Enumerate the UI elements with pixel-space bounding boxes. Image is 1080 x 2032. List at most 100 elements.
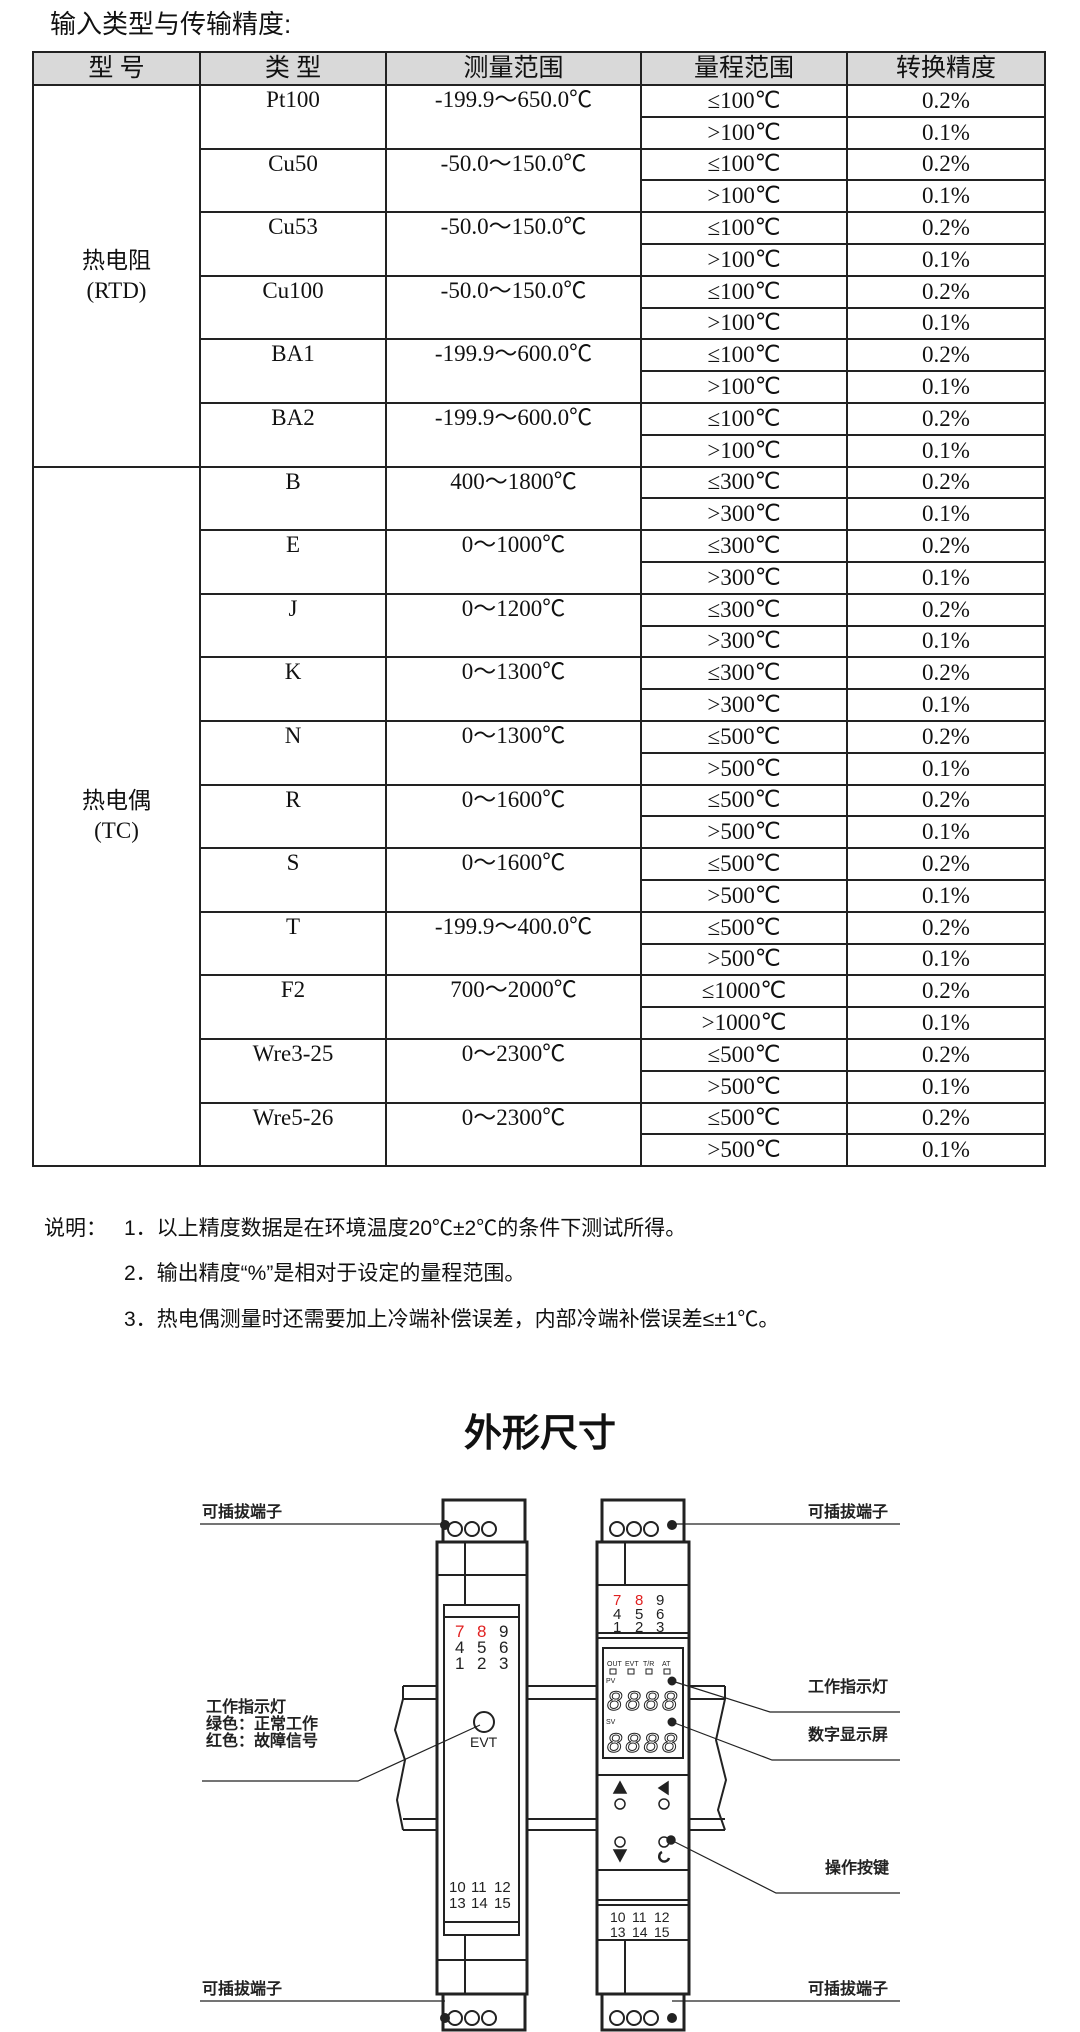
type-cell: T	[199, 910, 387, 977]
measure-range-cell: -199.9～600.0℃	[385, 338, 642, 404]
table-row: >500℃ 0.1%	[33, 1069, 1046, 1104]
table-row: J 0～1200℃ ≤300℃ 0.2%	[33, 592, 1046, 659]
type-cell: Pt100	[199, 84, 387, 150]
up-arrow-icon	[612, 1780, 628, 1794]
span-range-cell: >500℃	[640, 751, 848, 786]
measure-range-cell: -199.9～400.0℃	[385, 910, 642, 977]
accuracy-cell: 0.2%	[846, 147, 1046, 182]
shift-key[interactable]	[658, 1798, 670, 1810]
span-range-cell: >1000℃	[640, 1006, 848, 1040]
accuracy-cell: 0.2%	[846, 847, 1046, 881]
table-row: K 0～1300℃ ≤300℃ 0.2%	[33, 656, 1046, 722]
terminal-6-right: 6	[656, 1606, 664, 1623]
measure-range-cell: -50.0～150.0℃	[385, 211, 642, 277]
table-row: >500℃ 0.1%	[33, 878, 1046, 913]
measure-range-cell: 700～2000℃	[385, 974, 642, 1040]
type-cell: Wre3-25	[199, 1037, 387, 1104]
span-range-cell: ≤100℃	[640, 211, 848, 245]
accuracy-cell: 0.1%	[846, 1133, 1046, 1168]
label-green: 绿色：正常工作	[206, 1714, 318, 1733]
type-cell: K	[199, 656, 387, 722]
type-cell: BA1	[199, 338, 387, 404]
label-keys: 操作按键	[825, 1858, 889, 1877]
span-range-cell: ≤100℃	[640, 401, 848, 436]
span-range-cell: ≤300℃	[640, 656, 848, 691]
table-row: >300℃ 0.1%	[33, 560, 1046, 595]
span-range-cell: >100℃	[640, 179, 848, 214]
span-range-cell: ≤500℃	[640, 719, 848, 754]
terminal-12-right: 12	[654, 1909, 670, 1925]
leader-lines	[200, 1523, 900, 2002]
table-row: BA2 -199.9～600.0℃ ≤100℃ 0.2%	[33, 401, 1046, 468]
accuracy-cell: 0.1%	[846, 878, 1046, 913]
accuracy-cell: 0.1%	[846, 179, 1046, 214]
label-indicator-left: 工作指示灯	[206, 1697, 286, 1716]
type-cell: B	[199, 465, 387, 532]
key-buttons[interactable]	[612, 1780, 676, 1863]
input-spec-table: 型 号 类 型 测量范围 量程范围 转换精度 热电阻 (RTD) Pt100 -199…	[32, 51, 1046, 1168]
span-range-cell: ≤500℃	[640, 1037, 848, 1072]
accuracy-cell: 0.2%	[846, 211, 1046, 245]
accuracy-cell: 0.1%	[846, 624, 1046, 659]
category-sublabel: (RTD)	[86, 277, 147, 303]
accuracy-cell: 0.1%	[846, 942, 1046, 977]
accuracy-cell: 0.2%	[846, 1037, 1046, 1072]
table-row: >100℃ 0.1%	[33, 242, 1046, 277]
span-range-cell: >100℃	[640, 115, 848, 150]
type-cell: Cu53	[199, 211, 387, 277]
terminal-1: 1	[455, 1654, 464, 1673]
led-label-tr: T/R	[643, 1661, 654, 1668]
accuracy-cell: 0.2%	[846, 401, 1046, 436]
accuracy-cell: 0.2%	[846, 592, 1046, 627]
category-sublabel: (TC)	[94, 818, 139, 844]
accuracy-cell: 0.2%	[846, 974, 1046, 1009]
terminal-4: 4	[455, 1638, 464, 1657]
terminal-screws-top-right	[609, 1520, 677, 1537]
up-key[interactable]	[614, 1798, 626, 1810]
section-title: 输入类型与传输精度:	[50, 9, 292, 39]
span-range-cell: >100℃	[640, 370, 848, 404]
terminal-3-right: 3	[656, 1619, 664, 1636]
type-cell: F2	[199, 974, 387, 1040]
accuracy-cell: 0.1%	[846, 115, 1046, 150]
note-1: 1．以上精度数据是在环境温度20℃±2℃的条件下测试所得。	[124, 1217, 687, 1240]
table-row: >300℃ 0.1%	[33, 688, 1046, 722]
terminal-10: 10	[449, 1879, 466, 1896]
table-row: 热电偶 (TC) B 400～1800℃ ≤300℃ 0.2%	[32, 465, 1046, 1168]
accuracy-cell: 0.2%	[846, 783, 1046, 818]
span-range-cell: ≤100℃	[640, 147, 848, 182]
terminal-9-right: 9	[656, 1592, 664, 1609]
accuracy-cell: 0.1%	[846, 497, 1046, 532]
terminal-7: 7	[455, 1622, 464, 1641]
terminal-screws-bottom-right	[609, 2010, 677, 2026]
table-row: >500℃ 0.1%	[33, 942, 1046, 977]
table-row: F2 700～2000℃ ≤1000℃ 0.2%	[33, 974, 1046, 1040]
type-cell: S	[199, 847, 387, 913]
measure-range-cell: 0～2300℃	[385, 1101, 642, 1168]
measure-range-cell: -50.0～150.0℃	[385, 274, 642, 341]
dimensions-title: 外形尺寸	[463, 1413, 616, 1455]
label-display: 数字显示屏	[808, 1725, 888, 1744]
terminal-2: 2	[477, 1654, 486, 1673]
type-cell: BA2	[199, 401, 387, 468]
terminal-14: 14	[471, 1895, 488, 1912]
span-range-cell: >300℃	[640, 688, 848, 722]
table-row: >500℃ 0.1%	[33, 751, 1046, 786]
span-range-cell: ≤100℃	[640, 84, 848, 118]
enter-icon	[658, 1850, 671, 1863]
measure-range-cell: 0～1200℃	[385, 592, 642, 659]
accuracy-cell: 0.1%	[846, 433, 1046, 468]
label-indicator-right: 工作指示灯	[808, 1677, 888, 1696]
table-row: >300℃ 0.1%	[33, 624, 1046, 659]
type-cell: J	[199, 592, 387, 659]
accuracy-cell: 0.2%	[846, 274, 1046, 309]
label-terminal-bottom-left: 可插拔端子	[202, 1979, 282, 1998]
table-row: Cu100 -50.0～150.0℃ ≤100℃ 0.2%	[33, 274, 1046, 341]
table-row: >100℃ 0.1%	[33, 370, 1046, 404]
down-key[interactable]	[614, 1836, 626, 1848]
table-row: Wre5-26 0～2300℃ ≤500℃ 0.2%	[33, 1101, 1046, 1168]
measure-range-cell: -50.0～150.0℃	[385, 147, 642, 214]
header-type: 类 型	[199, 51, 387, 86]
type-cell: Wre5-26	[199, 1101, 387, 1168]
